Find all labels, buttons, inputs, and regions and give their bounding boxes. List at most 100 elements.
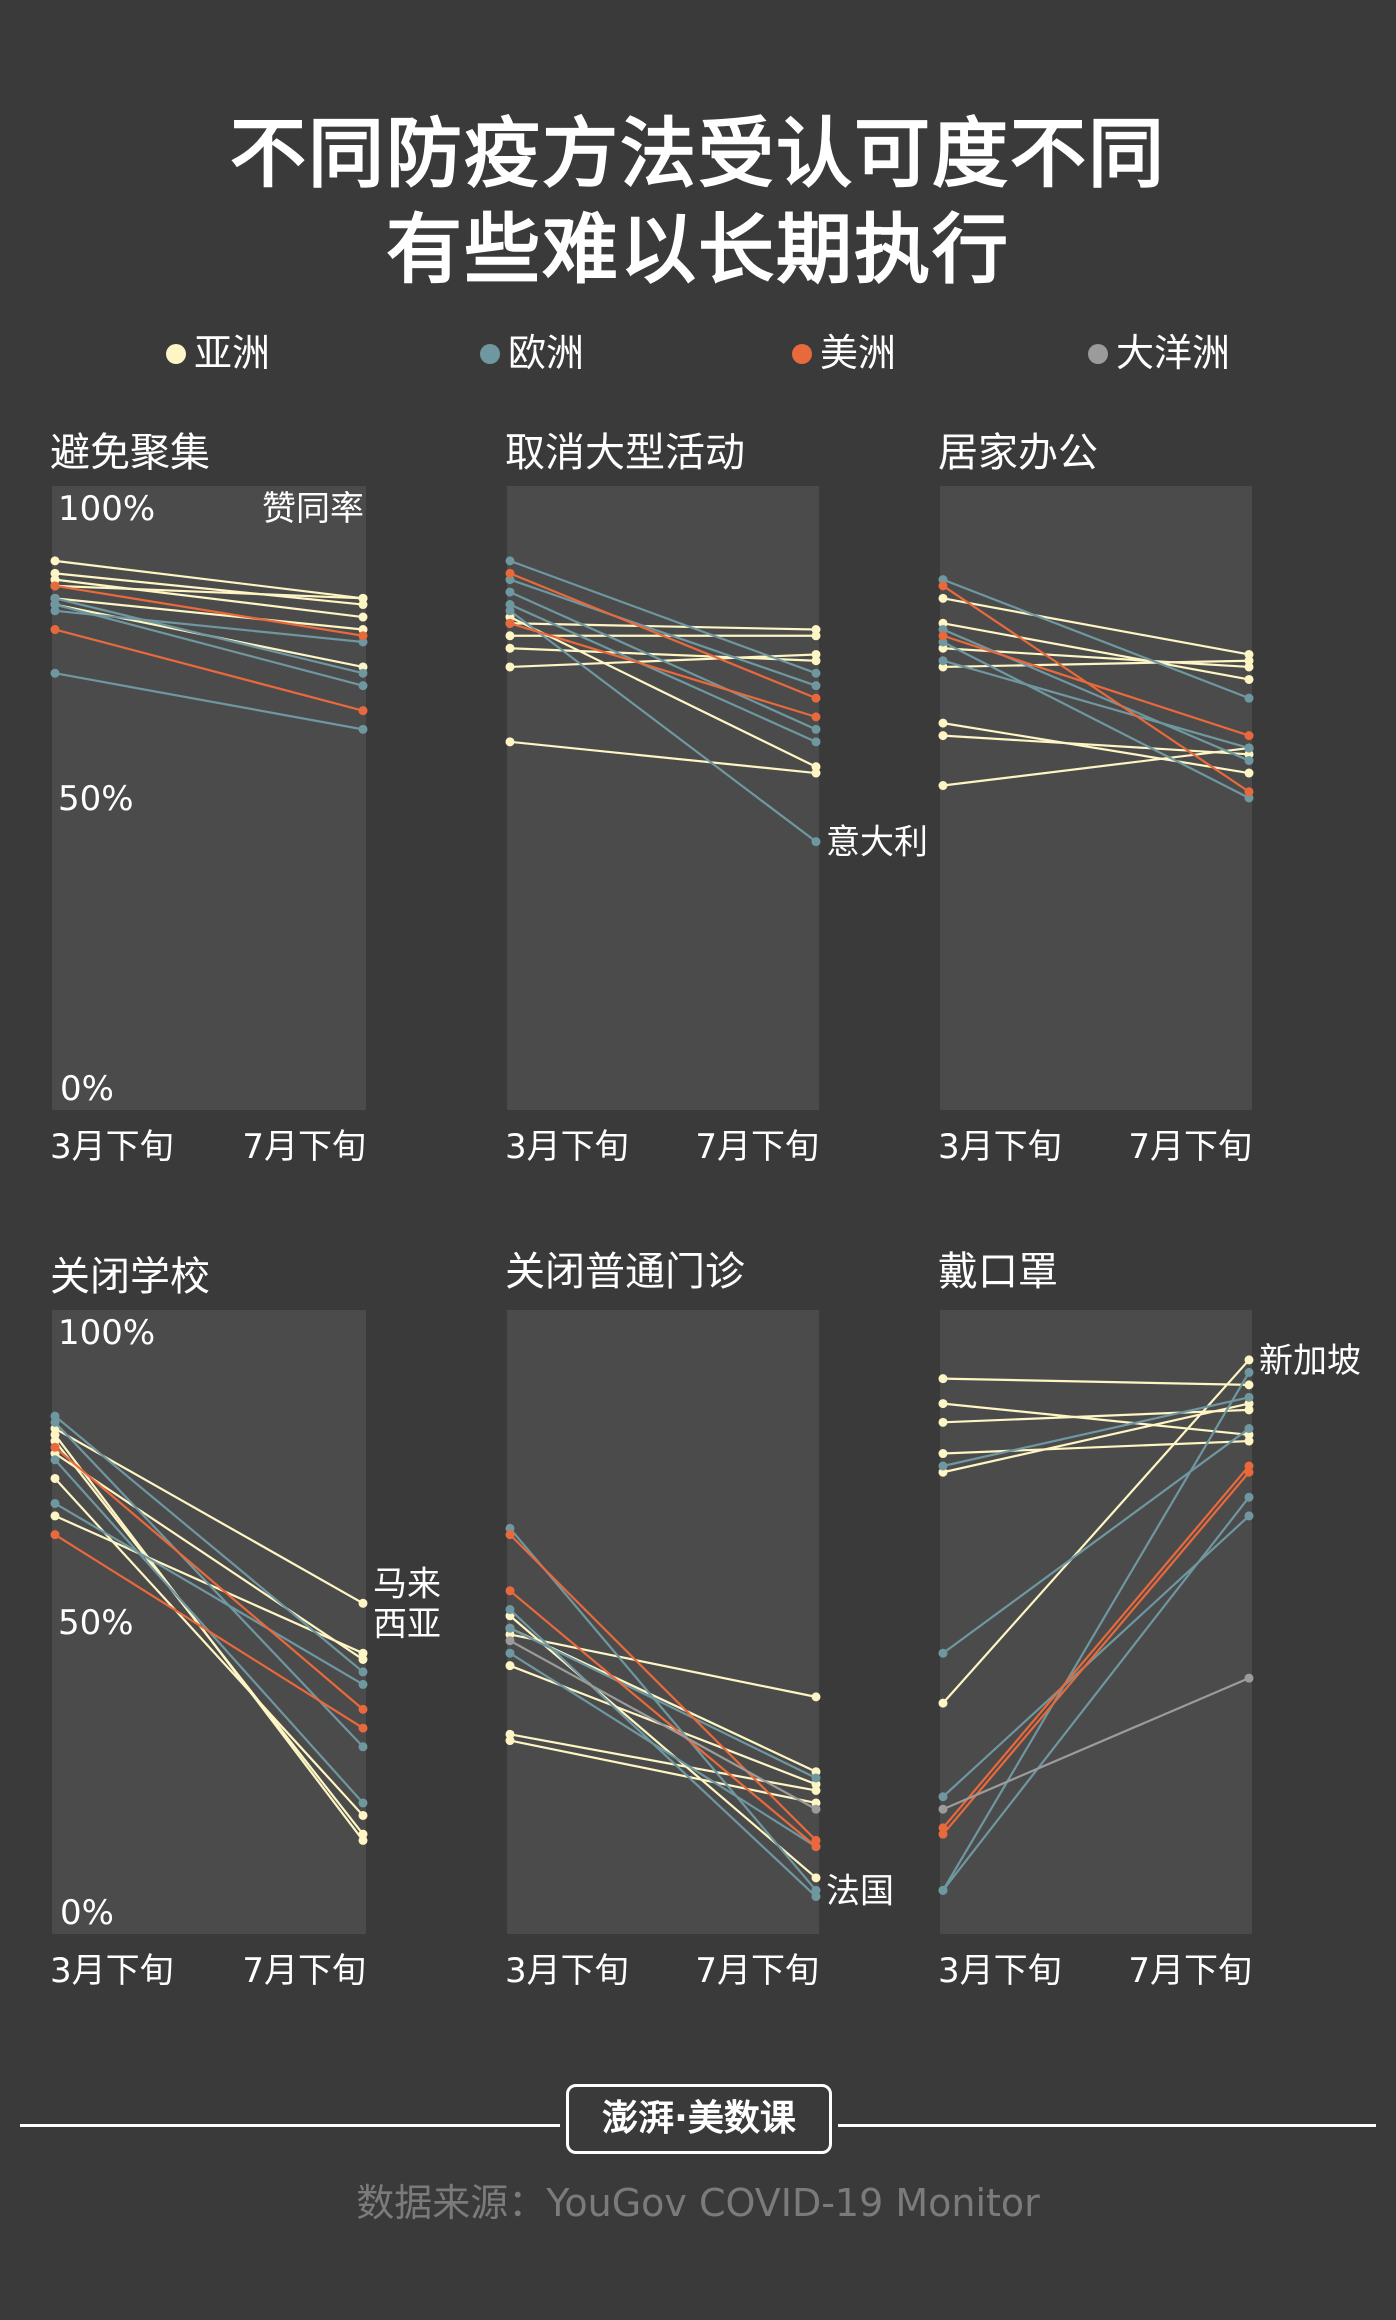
- data-point-asia: [1244, 1430, 1254, 1440]
- data-point-europe: [938, 1461, 948, 1471]
- data-point-asia: [50, 1473, 60, 1483]
- chart-title: 避免聚集: [50, 430, 210, 476]
- data-point-america: [811, 712, 821, 722]
- title-line-1: 不同防疫方法受认可度不同: [230, 109, 1166, 198]
- data-point-asia: [811, 1873, 821, 1883]
- series-line-europe: [942, 1427, 1250, 1655]
- data-point-europe: [358, 668, 368, 678]
- data-point-asia: [50, 1430, 60, 1440]
- data-point-america: [50, 581, 60, 591]
- chart-panel-2: 取消大型活动 3月下旬 7月下旬 意大利: [505, 430, 928, 1167]
- series-line-asia: [54, 1452, 364, 1661]
- data-point-europe: [50, 1411, 60, 1421]
- data-point-oceania: [1244, 1673, 1254, 1683]
- data-point-europe: [505, 1605, 515, 1615]
- series-line-europe: [509, 1527, 817, 1892]
- data-point-europe: [50, 593, 60, 603]
- data-point-asia: [358, 600, 368, 610]
- series-line-america: [942, 634, 1250, 737]
- legend-item-asia: 亚洲: [166, 322, 270, 377]
- data-point-america: [938, 581, 948, 591]
- data-point-asia: [811, 1779, 821, 1789]
- series-line-america: [54, 1533, 364, 1730]
- data-point-america: [938, 1829, 948, 1839]
- legend-label-asia: 亚洲: [194, 331, 271, 375]
- data-point-america: [1244, 1467, 1254, 1477]
- series-line-asia: [509, 622, 817, 631]
- data-point-asia: [811, 1785, 821, 1795]
- panel-background: [940, 486, 1252, 1110]
- data-point-asia: [358, 1829, 368, 1839]
- data-point-europe: [50, 606, 60, 616]
- data-point-asia: [358, 625, 368, 635]
- panel-background: [507, 486, 819, 1110]
- series-line-europe: [942, 578, 1250, 700]
- series-line-america: [509, 1533, 817, 1842]
- data-point-america: [50, 625, 60, 635]
- data-point-europe: [358, 1679, 368, 1689]
- data-point-oceania: [505, 1636, 515, 1646]
- series-line-asia: [942, 1377, 1250, 1386]
- series-line-europe: [942, 1371, 1250, 1891]
- annotation-label: 法国: [826, 1871, 894, 1911]
- data-point-america: [505, 1530, 515, 1540]
- series-line-europe: [509, 1608, 817, 1898]
- data-point-asia: [358, 1810, 368, 1820]
- data-point-europe: [938, 1648, 948, 1658]
- data-point-europe: [50, 600, 60, 610]
- series-line-europe: [942, 659, 1250, 750]
- data-point-europe: [811, 681, 821, 691]
- data-point-america: [358, 706, 368, 716]
- data-point-america: [358, 1704, 368, 1714]
- series-line-america: [942, 1471, 1250, 1835]
- data-point-asia: [50, 556, 60, 566]
- series-line-europe: [509, 591, 817, 731]
- series-line-europe: [509, 1627, 817, 1779]
- footer-divider-right: [838, 2124, 1376, 2127]
- y-tick-label: 50%: [58, 779, 134, 819]
- data-point-asia: [358, 1648, 368, 1658]
- data-point-europe: [811, 737, 821, 747]
- data-point-america: [938, 631, 948, 641]
- series-line-asia: [509, 616, 817, 768]
- data-point-europe: [505, 606, 515, 616]
- data-point-asia: [938, 1374, 948, 1384]
- data-point-asia: [1244, 656, 1254, 666]
- series-line-america: [54, 628, 364, 712]
- x-tick-label: 7月下旬: [242, 1951, 366, 1991]
- series-line-europe: [54, 1502, 364, 1686]
- data-point-asia: [1244, 1405, 1254, 1415]
- series-line-oceania: [509, 1639, 817, 1811]
- series-line-europe: [54, 1421, 364, 1748]
- series-line-europe: [509, 1652, 817, 1848]
- data-point-asia: [50, 1424, 60, 1434]
- legend-label-europe: 欧洲: [508, 331, 585, 375]
- data-point-asia: [50, 1449, 60, 1459]
- series-line-asia: [54, 584, 364, 600]
- series-line-asia: [509, 740, 817, 775]
- legend-dot-america: [792, 344, 812, 364]
- legend-label-america: 美洲: [820, 331, 897, 375]
- chart-title: 取消大型活动: [505, 430, 745, 476]
- data-point-asia: [50, 568, 60, 578]
- data-point-europe: [50, 1455, 60, 1465]
- data-point-asia: [938, 1399, 948, 1409]
- data-point-america: [811, 1842, 821, 1852]
- logo: 澎湃·美数课: [566, 2084, 832, 2154]
- series-line-asia: [54, 572, 364, 606]
- data-point-asia: [811, 656, 821, 666]
- series-line-asia: [942, 1408, 1250, 1424]
- series-line-america: [509, 622, 817, 718]
- data-point-europe: [938, 625, 948, 635]
- data-point-europe: [1244, 693, 1254, 703]
- data-point-asia: [50, 1511, 60, 1521]
- data-point-america: [811, 693, 821, 703]
- data-point-oceania: [938, 1804, 948, 1814]
- data-point-america: [50, 1442, 60, 1452]
- data-point-asia: [1244, 649, 1254, 659]
- data-point-asia: [938, 1698, 948, 1708]
- data-point-asia: [358, 1654, 368, 1664]
- series-line-asia: [942, 746, 1250, 787]
